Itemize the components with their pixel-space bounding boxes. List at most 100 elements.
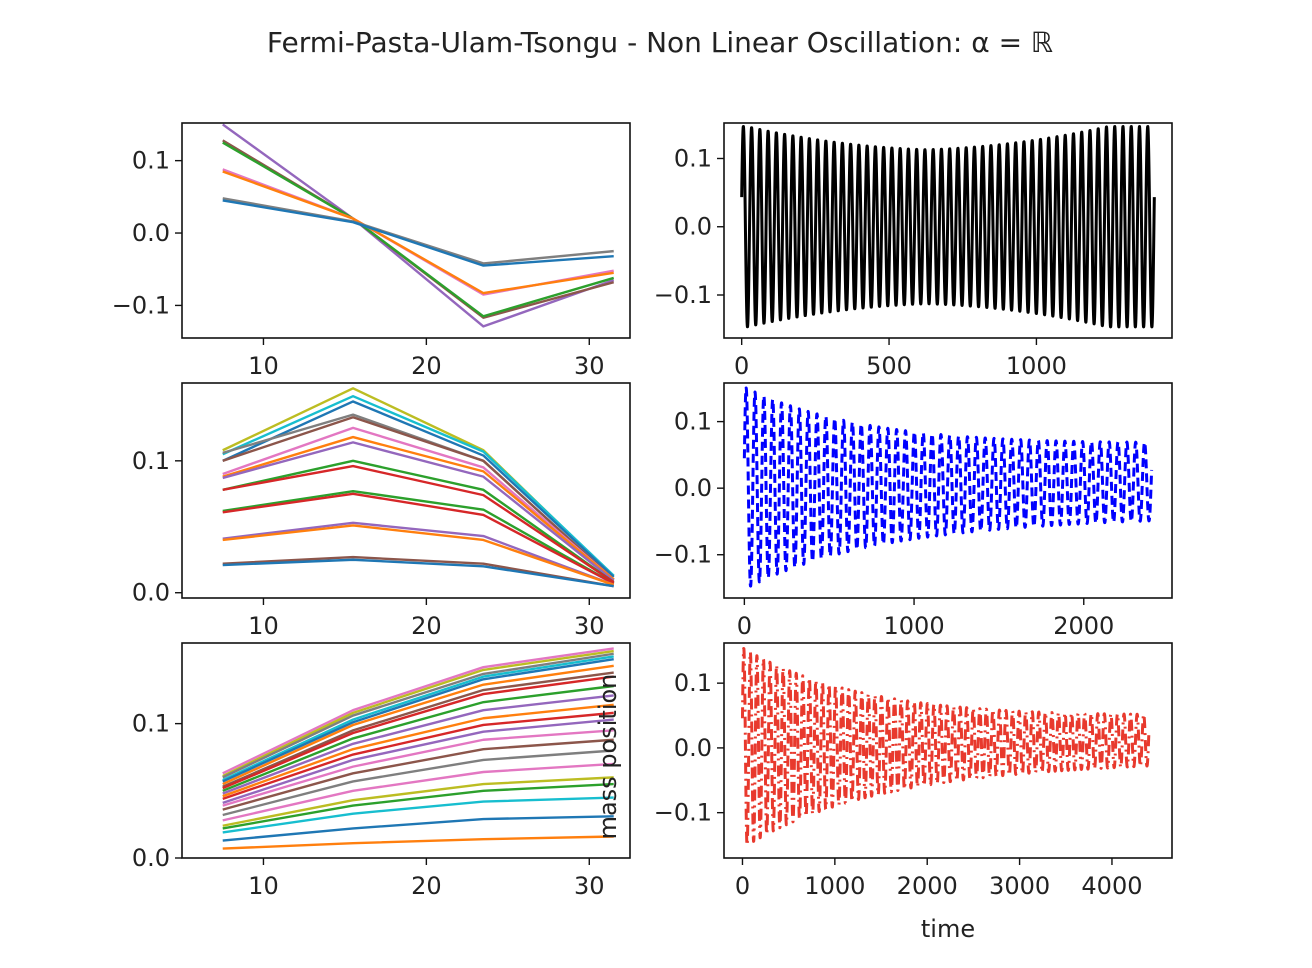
series-line-4 [222,655,614,782]
series-line-5 [222,416,615,581]
y-tick-label: −0.1 [112,291,170,319]
y-tick-label: −0.1 [654,541,712,569]
y-tick-label: −0.1 [654,799,712,827]
x-axis-label: time [921,915,975,943]
axes-frame [181,122,631,339]
x-tick-label: 10 [248,352,279,380]
y-tick-label: 0.0 [674,474,712,502]
y-tick-label: −0.1 [654,281,712,309]
series-line-20 [222,796,614,834]
series-line-22 [222,835,614,850]
series-line-10 [222,694,614,795]
series-line-9 [222,684,614,792]
plot-area [222,387,615,588]
series-line-12 [222,492,615,585]
series-line-10 [222,464,615,584]
plot-area [222,123,615,328]
series-line-7 [222,435,615,581]
y-tick-label: 0.0 [132,579,170,607]
series-line-15 [222,555,614,588]
axes-frame [723,382,1173,599]
series-line-5 [222,170,614,295]
subplot-grid: 10 20 30−0.10.00.10 500 1000−0.10.00.110 20 30… [112,122,1173,943]
axes-frame [723,642,1173,859]
x-tick-label: 0 [734,352,749,380]
series-line-8 [222,675,614,790]
series-line-1 [222,123,615,328]
x-tick-label: 10 [248,612,279,640]
x-tick-label: 1000 [804,872,865,900]
y-tick-label: 0.0 [132,844,170,872]
series-line-11 [222,703,614,798]
series-line-2 [222,394,615,577]
x-tick-label: 4000 [1081,872,1142,900]
series-line-1 [740,125,1156,329]
series-line-6 [222,426,615,581]
series-line-18 [222,776,614,827]
x-tick-label: 1000 [884,612,945,640]
series-line-16 [222,558,614,588]
series-line-3 [222,400,615,578]
series-line-1 [742,386,1154,588]
subplot-row3-right: 0 1000 2000 3000 4000 −0.1 0.0 0.1 time mass posi… [594,642,1173,943]
y-tick-label: 0.0 [132,219,170,247]
y-tick-label: 0.1 [674,669,712,697]
series-line-3 [222,652,614,779]
series-line-14 [222,524,615,586]
y-tick-label: 0.1 [132,447,170,475]
y-tick-label: 0.1 [132,710,170,738]
series-line-7 [222,199,614,267]
x-tick-label: 500 [866,352,912,380]
series-line-15 [222,738,614,811]
series-line-6 [222,197,614,265]
x-tick-label: 2000 [897,872,958,900]
subplot-row1-right: 0 500 1000 −0.1 0.0 0.1 [654,122,1173,380]
axes-frame [723,122,1173,339]
series-line-7 [222,671,614,788]
x-tick-label: 1000 [1006,352,1067,380]
subplot-row1-left: 10 20 30 −0.1 0.0 0.1 [112,122,631,380]
plot-area [222,647,614,850]
x-tick-label: 30 [574,612,605,640]
x-tick-label: 20 [411,352,442,380]
x-tick-label: 3000 [989,872,1050,900]
figure-title: Fermi-Pasta-Ulam-Tsongu - Non Linear Osc… [267,26,1053,59]
subplot-row2-left: 10 20 30 0.0 0.1 [132,382,631,640]
series-line-11 [222,489,615,585]
x-tick-label: 30 [574,352,605,380]
series-line-21 [222,815,614,842]
x-tick-label: 20 [411,872,442,900]
x-tick-label: 2000 [1053,612,1114,640]
x-tick-label: 30 [574,872,605,900]
series-line-3 [222,141,615,318]
series-line-5 [222,657,614,783]
axes-frame [181,642,631,859]
subplot-row3-left: 10 20 30 0.0 0.1 [132,642,631,900]
series-line-19 [222,782,614,830]
x-tick-label: 0 [735,872,750,900]
series-line-2 [222,649,614,778]
x-tick-label: 10 [248,872,279,900]
series-line-9 [222,459,615,584]
series-line-17 [222,762,614,822]
plot-area [742,386,1154,588]
subplot-row2-right: 0 1000 2000 −0.1 0.0 0.1 [654,382,1173,640]
series-line-6 [222,664,614,786]
series-line-16 [222,749,614,817]
x-tick-label: 0 [737,612,752,640]
x-tick-label: 20 [411,612,442,640]
series-line-14 [222,729,614,807]
series-line-1 [740,647,1151,847]
plot-area [740,125,1156,329]
series-line-8 [222,441,615,582]
series-line-1 [222,647,614,775]
y-tick-label: 0.1 [674,144,712,172]
y-tick-label: 0.1 [132,147,170,175]
y-axis-label: mass position [594,674,622,840]
y-tick-label: 0.1 [674,408,712,436]
y-tick-label: 0.0 [674,213,712,241]
y-tick-label: 0.0 [674,734,712,762]
series-line-13 [222,718,614,805]
